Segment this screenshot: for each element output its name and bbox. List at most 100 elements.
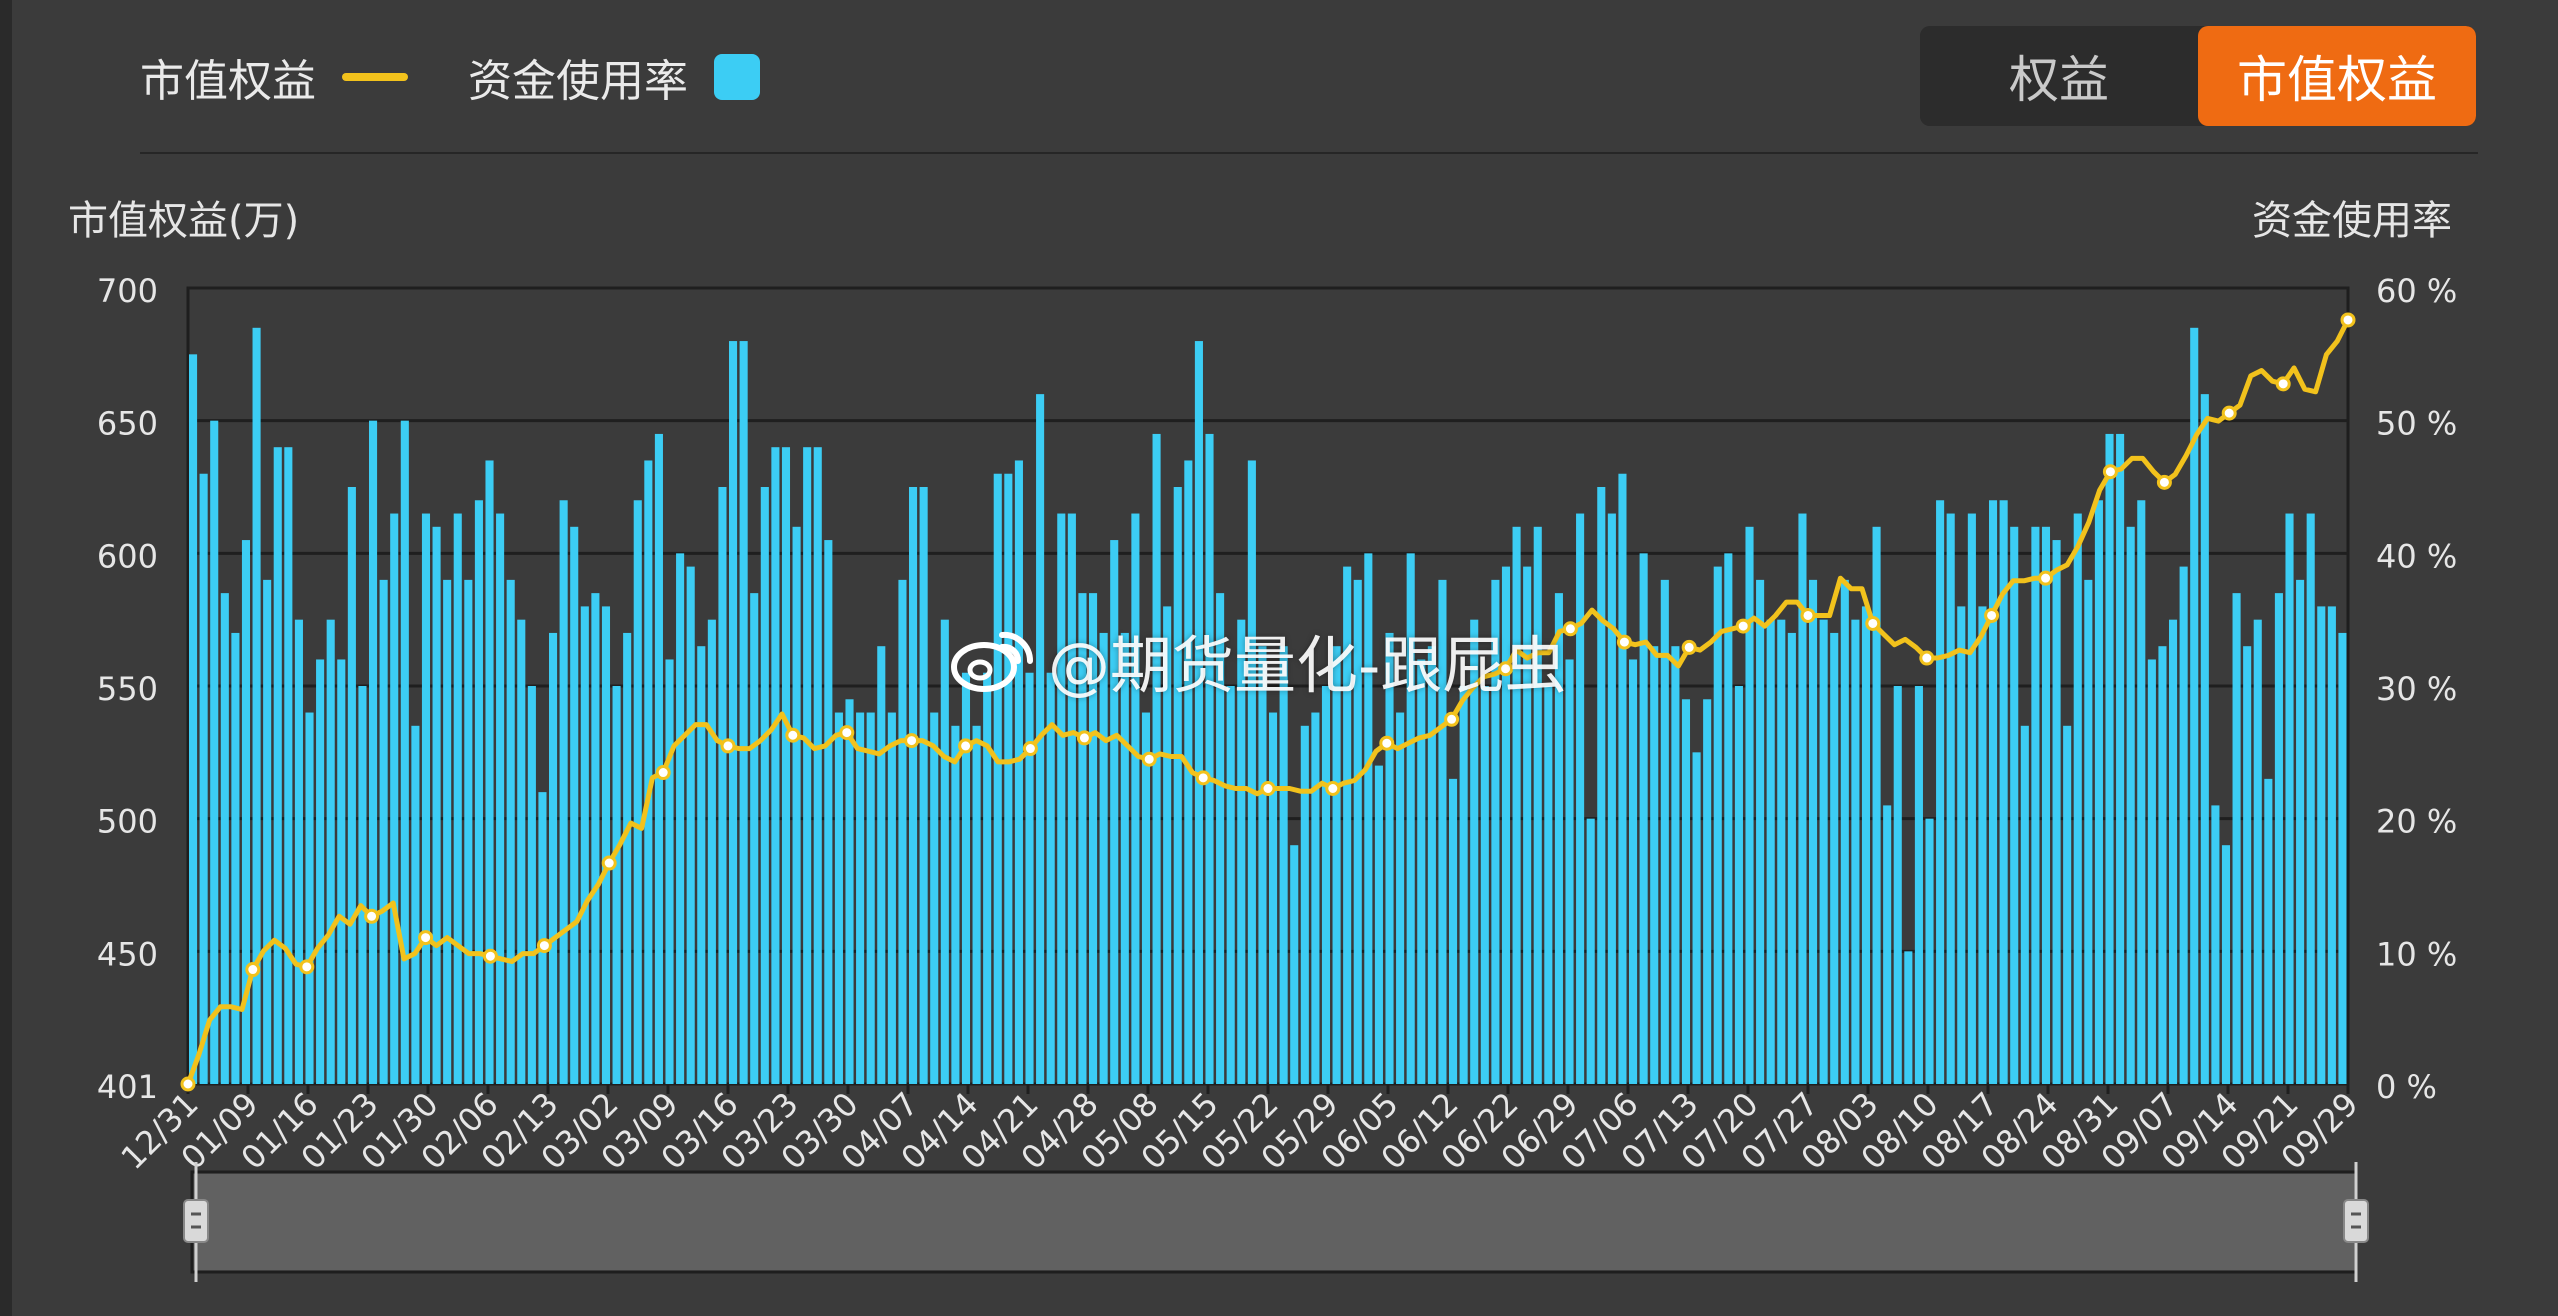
bar <box>2274 593 2283 1084</box>
bar <box>580 606 589 1084</box>
range-slider-right-handle[interactable] <box>2343 1199 2369 1243</box>
bar <box>1756 579 1765 1084</box>
bar <box>559 500 568 1084</box>
bar <box>983 672 992 1084</box>
bar <box>803 447 812 1084</box>
bar <box>887 712 896 1084</box>
line-point-marker <box>482 948 498 964</box>
range-slider-left-handle[interactable] <box>183 1199 209 1243</box>
bar <box>676 553 685 1084</box>
y-tick-label-left: 550 <box>97 670 158 708</box>
y-tick-label-left: 450 <box>97 935 158 973</box>
bar <box>1999 500 2008 1084</box>
legend-item-line[interactable]: 市值权益 <box>140 45 408 109</box>
line-point-marker <box>2275 376 2291 392</box>
y-tick-label-left: 600 <box>97 537 158 575</box>
bar <box>2063 725 2072 1084</box>
bar <box>919 487 928 1084</box>
bar <box>1131 513 1140 1084</box>
line-point-marker <box>1735 618 1751 634</box>
bar <box>379 579 388 1084</box>
bar <box>1078 593 1087 1084</box>
view-toggle: 权益 市值权益 <box>1920 26 2476 126</box>
bar <box>1321 686 1331 1084</box>
bar <box>1830 632 1839 1084</box>
bar <box>1734 686 1743 1084</box>
bar <box>1205 433 1214 1084</box>
bar <box>326 619 335 1084</box>
bar <box>781 447 791 1084</box>
bar <box>1967 513 1976 1084</box>
line-point-marker <box>299 959 315 975</box>
header-divider <box>140 152 2478 154</box>
bar <box>305 712 314 1084</box>
toggle-market-equity-button[interactable]: 市值权益 <box>2198 26 2476 126</box>
bar <box>1671 646 1680 1084</box>
bar <box>1057 513 1066 1084</box>
bar <box>1946 513 1955 1084</box>
bar <box>1247 460 1256 1084</box>
bar <box>485 460 494 1084</box>
bar <box>2073 513 2082 1084</box>
bar <box>665 659 674 1084</box>
bar <box>856 712 865 1084</box>
bar <box>1279 646 1288 1084</box>
bar <box>1004 473 1013 1084</box>
bar <box>707 619 716 1084</box>
bar <box>2296 579 2305 1084</box>
bar <box>2116 433 2125 1084</box>
bar <box>1766 619 1775 1084</box>
bar <box>2317 606 2326 1084</box>
bar <box>1120 632 1129 1084</box>
bar <box>400 420 409 1085</box>
bar <box>316 659 325 1084</box>
bar <box>760 487 769 1084</box>
bar <box>1787 632 1796 1084</box>
bar <box>1872 526 1881 1084</box>
bar <box>1618 473 1627 1084</box>
legend-label-line: 市值权益 <box>140 56 316 107</box>
bar <box>1406 553 1415 1084</box>
bar <box>421 513 431 1084</box>
bar <box>1501 566 1511 1084</box>
bar <box>1099 632 1108 1084</box>
bar <box>1660 579 1669 1084</box>
bar <box>1883 805 1892 1084</box>
bar <box>1576 513 1585 1084</box>
bar <box>591 593 600 1084</box>
bar <box>1269 712 1278 1084</box>
bar <box>1692 752 1701 1084</box>
bar <box>199 473 208 1084</box>
bar <box>718 487 727 1084</box>
y-tick-label-left: 650 <box>97 405 158 443</box>
bar <box>1258 646 1267 1084</box>
bar <box>390 513 399 1084</box>
range-slider-window[interactable] <box>194 1174 2354 1270</box>
toggle-equity-button[interactable]: 权益 <box>1920 26 2198 126</box>
bar <box>1681 699 1691 1084</box>
bar <box>1851 619 1860 1084</box>
bar <box>813 447 822 1084</box>
bar <box>2232 593 2241 1084</box>
bar <box>1523 566 1532 1084</box>
bar <box>1840 579 1849 1084</box>
bar <box>2264 778 2273 1084</box>
bar <box>2031 526 2040 1084</box>
bar <box>993 473 1002 1084</box>
bar <box>1332 646 1341 1084</box>
bar <box>549 632 558 1084</box>
bar <box>1343 566 1352 1084</box>
bar <box>866 712 875 1084</box>
bar <box>432 526 441 1084</box>
bar <box>464 579 473 1084</box>
line-point-marker <box>839 725 855 741</box>
line-point-marker <box>1076 730 1092 746</box>
bar <box>2105 433 2114 1084</box>
bar <box>2179 566 2188 1084</box>
bar <box>1046 672 1055 1084</box>
bar <box>1438 579 1447 1084</box>
bar <box>1925 818 1934 1084</box>
bar <box>263 579 272 1084</box>
legend-item-bar[interactable]: 资金使用率 <box>468 45 760 109</box>
